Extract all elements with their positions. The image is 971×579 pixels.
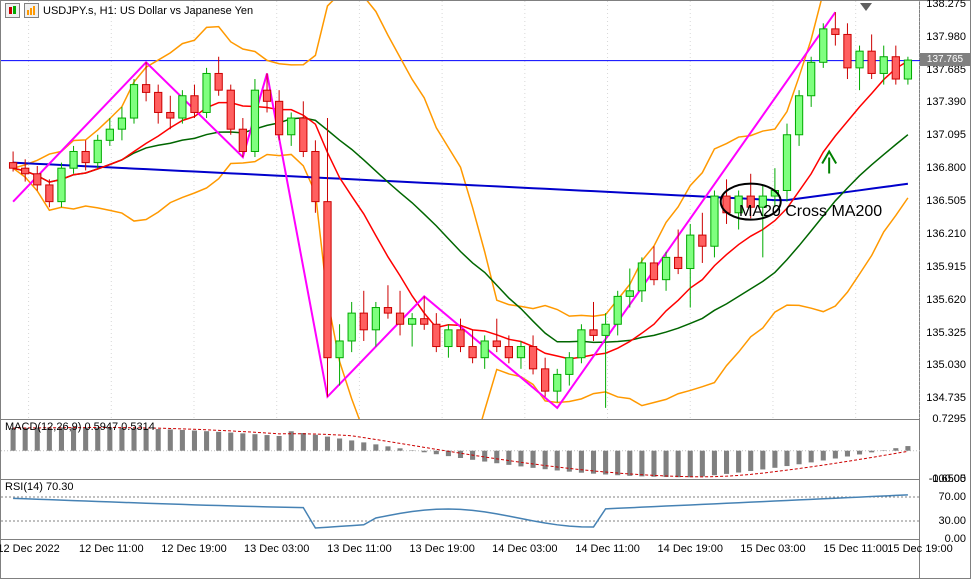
price-ytick: 135.030 xyxy=(926,359,966,371)
macd-label: MACD(12,26,9) 0.5947 0.5314 xyxy=(5,421,155,433)
price-ytick: 136.505 xyxy=(926,195,966,207)
rsi-panel[interactable]: RSI(14) 70.30 xyxy=(1,479,920,540)
x-tick: 13 Dec 19:00 xyxy=(409,543,474,555)
price-ytick: 136.800 xyxy=(926,162,966,174)
price-panel[interactable]: MA20 Cross MA200 xyxy=(1,1,920,420)
x-tick: 14 Dec 03:00 xyxy=(492,543,557,555)
x-axis: 12 Dec 2022 12 Dec 11:00 12 Dec 19:00 13 De… xyxy=(1,539,920,577)
price-ytick: 138.275 xyxy=(926,0,966,10)
x-tick: 12 Dec 19:00 xyxy=(161,543,226,555)
rsi-label: RSI(14) 70.30 xyxy=(5,481,73,493)
price-ytick: 134.735 xyxy=(926,392,966,404)
x-tick: 15 Dec 19:00 xyxy=(887,543,952,555)
symbol-label: USDJPY.s, H1: xyxy=(43,5,117,17)
annotation-ma-cross: MA20 Cross MA200 xyxy=(739,203,882,221)
chart-title: USDJPY.s, H1: US Dollar vs Japanese Yen xyxy=(43,5,253,17)
rsi-svg xyxy=(1,479,920,539)
rsi-ytick: 70.00 xyxy=(938,491,966,503)
rsi-ytick: 100.00 xyxy=(932,473,966,485)
x-tick: 15 Dec 03:00 xyxy=(740,543,805,555)
current-price-tag: 137.765 xyxy=(920,53,970,66)
price-ytick: 137.095 xyxy=(926,129,966,141)
chart-container: USDJPY.s, H1: US Dollar vs Japanese Yen … xyxy=(0,0,971,579)
rsi-ytick: 30.00 xyxy=(938,515,966,527)
title-bar: USDJPY.s, H1: US Dollar vs Japanese Yen xyxy=(5,3,253,18)
x-tick: 14 Dec 19:00 xyxy=(658,543,723,555)
x-tick: 15 Dec 11:00 xyxy=(823,543,888,555)
chart-icon xyxy=(24,3,39,18)
price-ytick: 136.210 xyxy=(926,228,966,240)
macd-panel[interactable]: MACD(12,26,9) 0.5947 0.5314 xyxy=(1,419,920,480)
candle-icon xyxy=(5,3,20,18)
price-ytick: 137.980 xyxy=(926,31,966,43)
x-tick: 12 Dec 11:00 xyxy=(79,543,144,555)
price-ytick: 135.325 xyxy=(926,327,966,339)
x-tick: 14 Dec 11:00 xyxy=(575,543,640,555)
x-tick: 13 Dec 11:00 xyxy=(327,543,392,555)
macd-ytick: 0.7295 xyxy=(932,413,966,425)
x-tick: 12 Dec 2022 xyxy=(0,543,60,555)
price-ytick: 135.915 xyxy=(926,261,966,273)
x-tick: 13 Dec 03:00 xyxy=(244,543,309,555)
price-ytick: 137.390 xyxy=(926,96,966,108)
y-axis: 138.275137.980137.685137.390137.095136.8… xyxy=(919,1,970,578)
description-label: US Dollar vs Japanese Yen xyxy=(120,5,253,17)
price-ytick: 135.620 xyxy=(926,294,966,306)
